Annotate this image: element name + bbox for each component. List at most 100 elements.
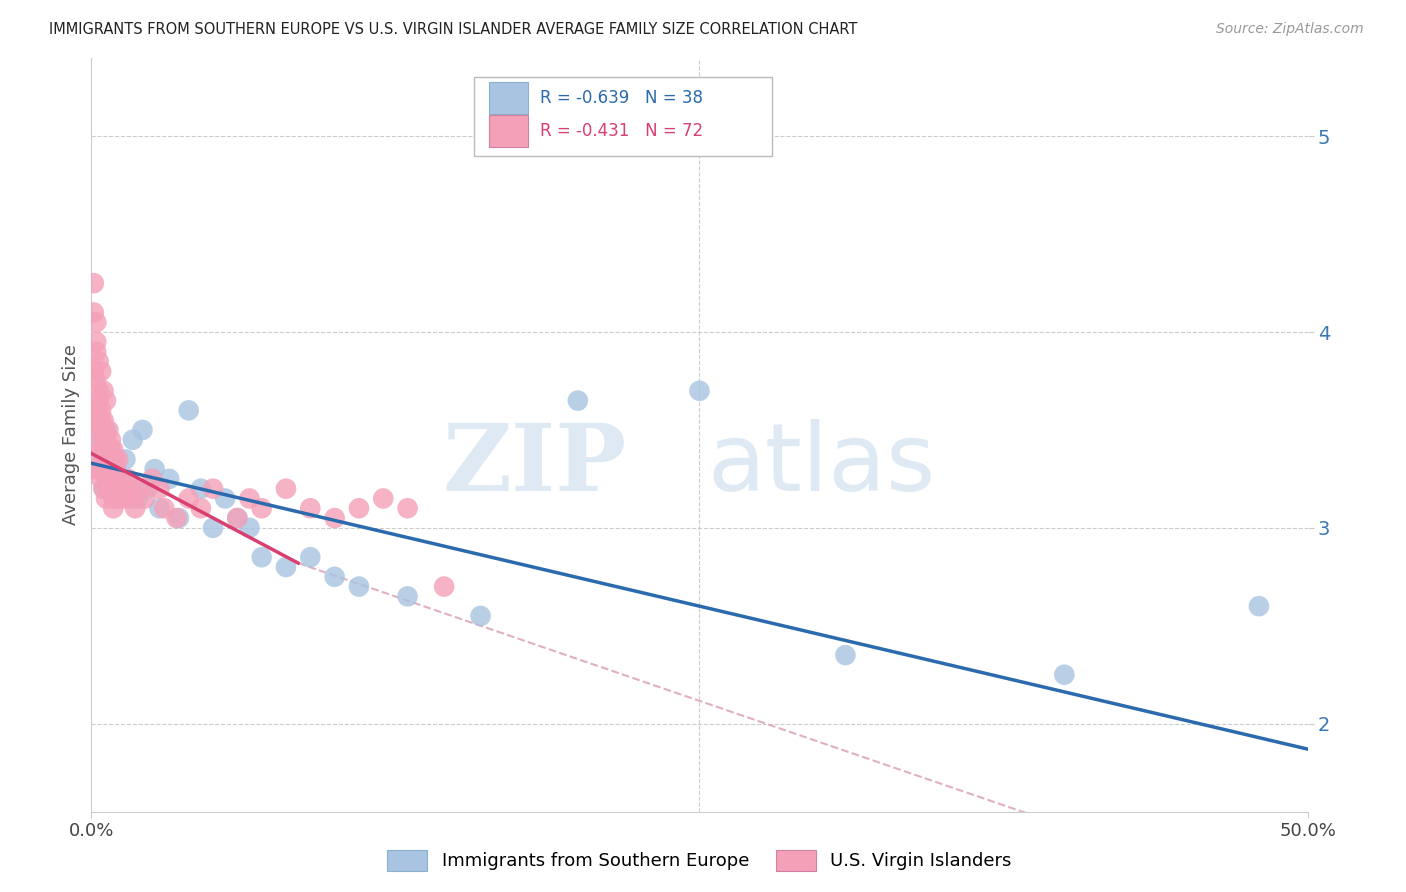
Point — [323, 570, 346, 584]
Point — [124, 501, 146, 516]
Point — [87, 393, 110, 408]
Point — [84, 452, 107, 467]
Point — [202, 521, 225, 535]
Point — [299, 550, 322, 565]
Point — [84, 442, 107, 457]
Point — [94, 393, 117, 408]
Point — [103, 442, 125, 457]
Text: R = -0.431   N = 72: R = -0.431 N = 72 — [540, 122, 703, 140]
Point — [93, 423, 115, 437]
FancyBboxPatch shape — [474, 77, 772, 156]
Point — [97, 472, 120, 486]
Text: ZIP: ZIP — [443, 420, 627, 510]
Point — [93, 452, 115, 467]
Point — [121, 433, 143, 447]
Point — [153, 501, 176, 516]
Point — [148, 501, 170, 516]
Point — [87, 462, 110, 476]
Point — [104, 462, 127, 476]
Point — [83, 276, 105, 290]
Point — [90, 472, 112, 486]
Point — [127, 491, 149, 506]
Point — [94, 423, 117, 437]
Point — [177, 491, 200, 506]
Point — [87, 423, 110, 437]
Point — [84, 403, 107, 417]
Point — [567, 393, 589, 408]
Point — [84, 334, 107, 349]
Y-axis label: Average Family Size: Average Family Size — [62, 344, 80, 525]
Point — [107, 482, 129, 496]
Point — [834, 648, 856, 662]
Text: IMMIGRANTS FROM SOUTHERN EUROPE VS U.S. VIRGIN ISLANDER AVERAGE FAMILY SIZE CORR: IMMIGRANTS FROM SOUTHERN EUROPE VS U.S. … — [49, 22, 858, 37]
Point — [90, 364, 112, 378]
Point — [323, 511, 346, 525]
Point — [274, 560, 297, 574]
Point — [131, 423, 153, 437]
Point — [117, 482, 139, 496]
Point — [104, 491, 127, 506]
Point — [87, 462, 110, 476]
Point — [93, 482, 115, 496]
Point — [83, 403, 105, 417]
Point — [238, 521, 260, 535]
Point — [148, 482, 170, 496]
Point — [396, 501, 419, 516]
Point — [347, 580, 370, 594]
Point — [110, 472, 132, 486]
Point — [87, 354, 110, 368]
Point — [100, 442, 122, 457]
Point — [121, 491, 143, 506]
Point — [250, 550, 273, 565]
Point — [190, 501, 212, 516]
Point — [107, 452, 129, 467]
Point — [226, 511, 249, 525]
Point — [97, 452, 120, 467]
Point — [1053, 667, 1076, 681]
Point — [103, 472, 125, 486]
Point — [238, 491, 260, 506]
Point — [347, 501, 370, 516]
Point — [470, 609, 492, 624]
Point — [111, 482, 134, 496]
Point — [110, 491, 132, 506]
Point — [299, 501, 322, 516]
Point — [83, 305, 105, 319]
Point — [1247, 599, 1270, 614]
Point — [84, 315, 107, 329]
Point — [90, 413, 112, 427]
Point — [100, 433, 122, 447]
Point — [97, 423, 120, 437]
Point — [97, 482, 120, 496]
Point — [250, 501, 273, 516]
Point — [688, 384, 710, 398]
Point — [104, 462, 127, 476]
Point — [114, 452, 136, 467]
Point — [143, 462, 166, 476]
Point — [177, 403, 200, 417]
Point — [157, 472, 180, 486]
Point — [214, 491, 236, 506]
FancyBboxPatch shape — [489, 115, 529, 147]
Point — [104, 452, 127, 467]
Point — [136, 482, 159, 496]
Point — [90, 433, 112, 447]
Point — [166, 511, 188, 525]
Point — [84, 374, 107, 388]
Point — [83, 423, 105, 437]
Point — [94, 433, 117, 447]
FancyBboxPatch shape — [489, 82, 529, 114]
Point — [83, 364, 105, 378]
Point — [93, 482, 115, 496]
Point — [274, 482, 297, 496]
Point — [120, 482, 142, 496]
Point — [103, 491, 125, 506]
Point — [87, 384, 110, 398]
Point — [100, 472, 122, 486]
Point — [100, 442, 122, 457]
Point — [373, 491, 395, 506]
Point — [110, 472, 132, 486]
Point — [94, 491, 117, 506]
Text: atlas: atlas — [707, 419, 935, 511]
Legend: Immigrants from Southern Europe, U.S. Virgin Islanders: Immigrants from Southern Europe, U.S. Vi… — [380, 843, 1019, 878]
